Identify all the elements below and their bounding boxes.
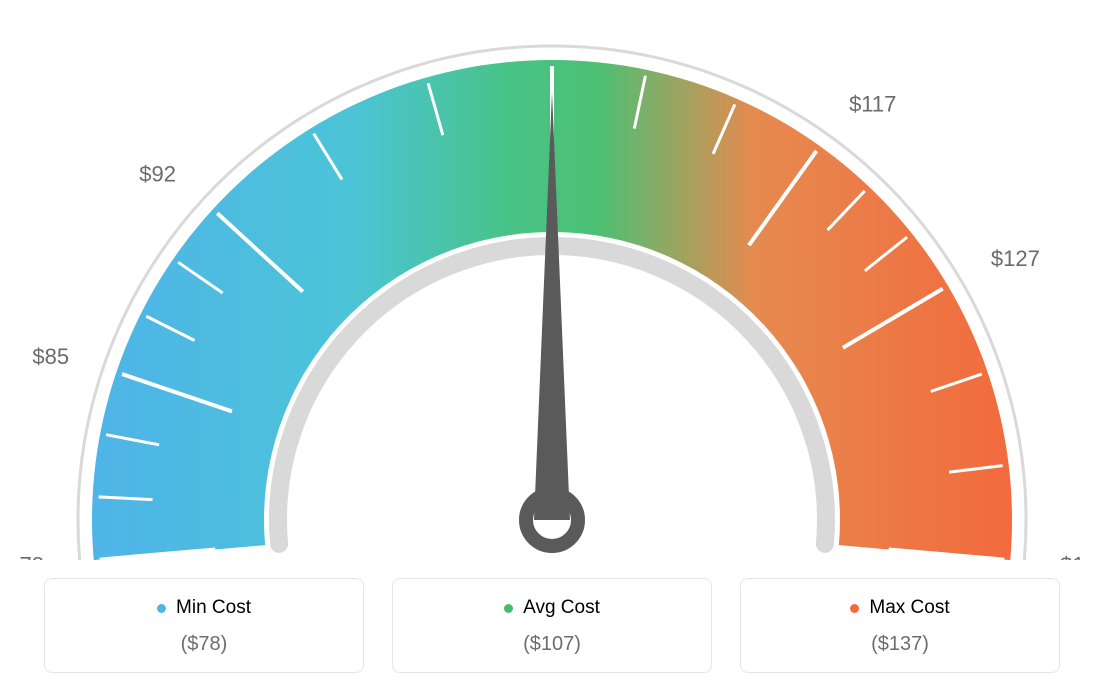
legend-text-max: Max Cost — [869, 597, 949, 619]
legend-card-min: Min Cost ($78) — [44, 578, 364, 673]
legend-text-avg: Avg Cost — [523, 597, 600, 619]
svg-text:$78: $78 — [20, 552, 44, 560]
svg-text:$127: $127 — [991, 246, 1040, 271]
svg-text:$92: $92 — [139, 161, 176, 186]
legend-card-max: Max Cost ($137) — [740, 578, 1060, 673]
legend-value-max: ($137) — [741, 633, 1059, 656]
gauge-svg: $78 $85 $92 $107 $117 $127 $137 — [20, 20, 1084, 560]
legend-label-min: Min Cost — [157, 597, 251, 619]
legend-dot-avg — [504, 604, 513, 613]
legend-dot-max — [850, 604, 859, 613]
legend-label-avg: Avg Cost — [504, 597, 600, 619]
legend-value-avg: ($107) — [393, 633, 711, 656]
legend-row: Min Cost ($78) Avg Cost ($107) Max Cost … — [20, 578, 1084, 673]
legend-dot-min — [157, 604, 166, 613]
legend-text-min: Min Cost — [176, 597, 251, 619]
legend-label-max: Max Cost — [850, 597, 949, 619]
legend-value-min: ($78) — [45, 633, 363, 656]
svg-text:$85: $85 — [32, 344, 69, 369]
svg-text:$107: $107 — [528, 20, 577, 21]
svg-text:$117: $117 — [849, 91, 896, 116]
cost-gauge-chart: $78 $85 $92 $107 $117 $127 $137 — [20, 20, 1084, 560]
legend-card-avg: Avg Cost ($107) — [392, 578, 712, 673]
svg-text:$137: $137 — [1060, 552, 1084, 560]
